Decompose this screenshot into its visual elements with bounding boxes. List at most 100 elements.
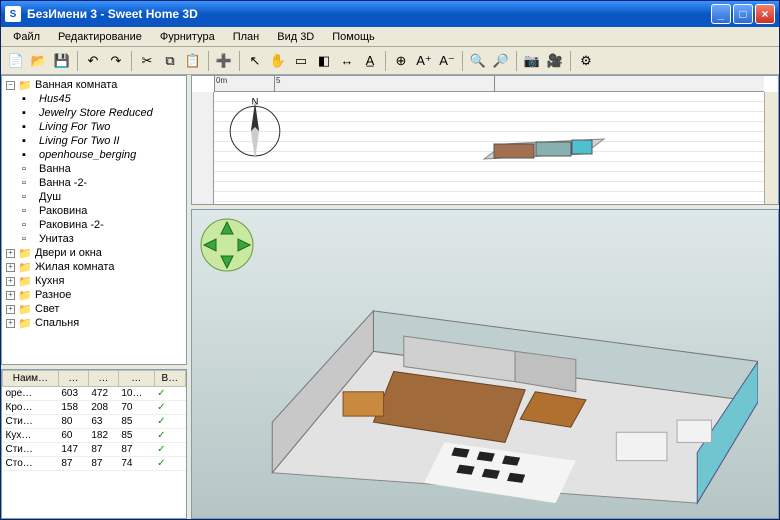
tree-category[interactable]: +📁Свет xyxy=(4,302,184,316)
open-icon[interactable]: 📂 xyxy=(28,50,50,72)
photo-icon[interactable]: 📷 xyxy=(521,50,543,72)
video-icon[interactable]: 🎥 xyxy=(544,50,566,72)
table-cell: 80 xyxy=(58,415,88,429)
table-cell: 87 xyxy=(88,457,118,471)
tree-item[interactable]: ▫Душ xyxy=(4,190,184,204)
zoom-in-icon[interactable]: 🔍 xyxy=(467,50,489,72)
dimension-icon[interactable]: ↔ xyxy=(336,50,358,72)
furniture-tree[interactable]: − 📁 Ванная комната ▪Hus45 ▪Jewelry Store… xyxy=(1,75,187,365)
table-row[interactable]: Сти…806385✓ xyxy=(3,415,186,429)
tree-item-label: Living For Two xyxy=(39,121,110,133)
menu-bar: Файл Редактирование Фурнитура План Вид 3… xyxy=(1,27,779,47)
expand-icon[interactable]: + xyxy=(6,305,15,314)
copy-icon[interactable]: ⧉ xyxy=(159,50,181,72)
preferences-icon[interactable]: ⚙ xyxy=(575,50,597,72)
table-cell: 158 xyxy=(58,401,88,415)
col-y[interactable]: … xyxy=(88,371,118,387)
folder-icon: 📁 xyxy=(18,247,32,259)
menu-furniture[interactable]: Фурнитура xyxy=(152,29,223,45)
expand-icon[interactable]: + xyxy=(6,319,15,328)
tree-item[interactable]: ▫Раковина -2- xyxy=(4,218,184,232)
table-cell: 10… xyxy=(118,387,154,401)
wall-icon[interactable]: ▭ xyxy=(290,50,312,72)
tree-category[interactable]: +📁Жилая комната xyxy=(4,260,184,274)
compass-icon[interactable]: ⊕ xyxy=(390,50,412,72)
toolbar: 📄 📂 💾 ↶ ↷ ✂ ⧉ 📋 ➕ ↖ ✋ ▭ ◧ ↔ A̲ ⊕ A⁺ A⁻ 🔍… xyxy=(1,47,779,75)
table-row[interactable]: Кро…15820870✓ xyxy=(3,401,186,415)
tree-category-label: Свет xyxy=(35,303,59,315)
table-row[interactable]: Сти…1478787✓ xyxy=(3,443,186,457)
tree-item[interactable]: ▪Living For Two II xyxy=(4,134,184,148)
table-row[interactable]: Кух…6018285✓ xyxy=(3,429,186,443)
tree-root[interactable]: − 📁 Ванная комната xyxy=(4,78,184,92)
menu-help[interactable]: Помощь xyxy=(324,29,383,45)
room-icon[interactable]: ◧ xyxy=(313,50,335,72)
text-icon[interactable]: A̲ xyxy=(359,50,381,72)
tree-item[interactable]: ▪openhouse_berging xyxy=(4,148,184,162)
plan-scrollbar[interactable] xyxy=(764,92,778,204)
menu-plan[interactable]: План xyxy=(225,29,268,45)
table-row[interactable]: Сто…878774✓ xyxy=(3,457,186,471)
menu-edit[interactable]: Редактирование xyxy=(50,29,150,45)
minimize-button[interactable]: _ xyxy=(711,4,731,24)
paste-icon[interactable]: 📋 xyxy=(182,50,204,72)
zoom-out-icon[interactable]: 🔎 xyxy=(490,50,512,72)
select-icon[interactable]: ↖ xyxy=(244,50,266,72)
font-smaller-icon[interactable]: A⁻ xyxy=(436,50,458,72)
content-area: − 📁 Ванная комната ▪Hus45 ▪Jewelry Store… xyxy=(1,75,779,519)
col-h[interactable]: … xyxy=(118,371,154,387)
expand-icon[interactable]: + xyxy=(6,291,15,300)
table-cell: 87 xyxy=(118,443,154,457)
undo-icon[interactable]: ↶ xyxy=(82,50,104,72)
col-vis[interactable]: В… xyxy=(154,371,185,387)
tree-item[interactable]: ▪Jewelry Store Reduced xyxy=(4,106,184,120)
check-icon: ✓ xyxy=(157,430,165,441)
item-icon: ▫ xyxy=(22,177,36,189)
tree-category[interactable]: +📁Разное xyxy=(4,288,184,302)
tree-item[interactable]: ▪Living For Two xyxy=(4,120,184,134)
nav-3d-control[interactable] xyxy=(200,218,254,272)
tree-item[interactable]: ▫Ванна -2- xyxy=(4,176,184,190)
pan-icon[interactable]: ✋ xyxy=(267,50,289,72)
maximize-button[interactable]: □ xyxy=(733,4,753,24)
ruler-tick xyxy=(494,76,764,92)
furniture-bed xyxy=(343,392,383,416)
compass-icon[interactable]: N xyxy=(224,96,286,158)
col-x[interactable]: … xyxy=(58,371,88,387)
tree-category-label: Жилая комната xyxy=(35,261,114,273)
item-icon: ▫ xyxy=(22,205,36,217)
plan-view[interactable]: 0m 5 N xyxy=(191,75,779,205)
table-row[interactable]: оре…60347210…✓ xyxy=(3,387,186,401)
tree-category[interactable]: +📁Двери и окна xyxy=(4,246,184,260)
redo-icon[interactable]: ↷ xyxy=(105,50,127,72)
new-icon[interactable]: 📄 xyxy=(5,50,27,72)
tree-item[interactable]: ▫Унитаз xyxy=(4,232,184,246)
collapse-icon[interactable]: − xyxy=(6,81,15,90)
font-bigger-icon[interactable]: A⁺ xyxy=(413,50,435,72)
tree-item[interactable]: ▪Hus45 xyxy=(4,92,184,106)
plan-model-preview[interactable] xyxy=(474,124,614,174)
close-button[interactable]: × xyxy=(755,4,775,24)
menu-file[interactable]: Файл xyxy=(5,29,48,45)
add-furniture-icon[interactable]: ➕ xyxy=(213,50,235,72)
tree-category[interactable]: +📁Кухня xyxy=(4,274,184,288)
tree-item-label: Ванна -2- xyxy=(39,177,87,189)
title-bar[interactable]: S БезИмени 3 - Sweet Home 3D _ □ × xyxy=(1,1,779,27)
tree-category[interactable]: +📁Спальня xyxy=(4,316,184,330)
tree-item[interactable]: ▫Ванна xyxy=(4,162,184,176)
plan-canvas[interactable]: N xyxy=(214,92,764,204)
expand-icon[interactable]: + xyxy=(6,263,15,272)
save-icon[interactable]: 💾 xyxy=(51,50,73,72)
cut-icon[interactable]: ✂ xyxy=(136,50,158,72)
expand-icon[interactable]: + xyxy=(6,249,15,258)
expand-icon[interactable]: + xyxy=(6,277,15,286)
tree-item-label: Раковина xyxy=(39,205,87,217)
furniture-table[interactable]: Наим… … … … В… оре…60347210…✓Кро…1582087… xyxy=(1,369,187,519)
item-icon: ▫ xyxy=(22,163,36,175)
menu-view3d[interactable]: Вид 3D xyxy=(269,29,322,45)
check-icon: ✓ xyxy=(157,388,165,399)
col-name[interactable]: Наим… xyxy=(3,371,59,387)
view-3d[interactable] xyxy=(191,209,779,519)
tree-item[interactable]: ▫Раковина xyxy=(4,204,184,218)
table-cell: 85 xyxy=(118,429,154,443)
